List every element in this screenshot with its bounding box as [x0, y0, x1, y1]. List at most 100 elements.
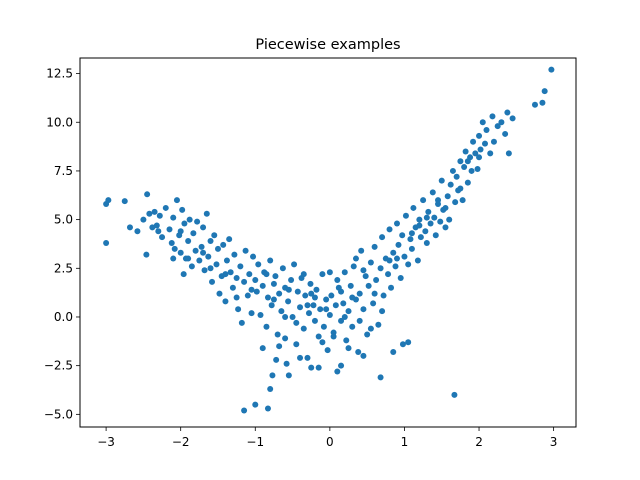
data-point: [457, 185, 464, 192]
data-point: [365, 282, 372, 289]
data-point: [451, 391, 458, 398]
data-point: [308, 364, 315, 371]
data-point: [151, 208, 158, 215]
data-point: [146, 210, 153, 217]
x-tick-label: 0: [326, 435, 334, 449]
data-point: [437, 218, 444, 225]
data-point: [373, 276, 380, 283]
data-point: [143, 251, 150, 258]
data-point: [452, 199, 459, 206]
data-point: [273, 356, 280, 363]
data-point: [181, 220, 188, 227]
data-point: [355, 349, 362, 356]
data-point: [367, 259, 374, 266]
data-point: [155, 228, 162, 235]
y-tick-label: 0.0: [54, 310, 73, 324]
data-point: [207, 265, 214, 272]
data-point: [209, 278, 216, 285]
data-point: [444, 193, 451, 200]
y-tick-label: 2.5: [54, 261, 73, 275]
data-point: [196, 257, 203, 264]
data-point: [494, 123, 501, 130]
x-tick-label: 3: [550, 435, 558, 449]
data-point: [468, 167, 475, 174]
data-point: [134, 228, 141, 235]
data-point: [308, 290, 315, 297]
data-point: [345, 308, 352, 315]
data-point: [459, 197, 466, 204]
data-point: [214, 245, 221, 252]
data-point: [386, 226, 393, 233]
data-point: [392, 263, 399, 270]
data-point: [190, 230, 197, 237]
data-point: [168, 239, 175, 246]
data-point: [449, 167, 456, 174]
data-point: [170, 255, 177, 262]
data-point: [408, 245, 415, 252]
data-point: [259, 282, 266, 289]
data-point: [446, 216, 453, 223]
data-point: [330, 333, 337, 340]
data-point: [255, 261, 262, 268]
data-point: [340, 300, 347, 307]
data-point: [257, 312, 264, 319]
data-point: [126, 224, 133, 231]
data-point: [360, 267, 367, 274]
data-point: [264, 405, 271, 412]
data-point: [377, 265, 384, 272]
data-point: [399, 232, 406, 239]
data-point: [457, 158, 464, 165]
data-point: [252, 276, 259, 283]
data-point: [227, 269, 234, 276]
data-point: [360, 306, 367, 313]
data-point: [539, 99, 546, 106]
data-point: [364, 331, 371, 338]
data-point: [343, 337, 350, 344]
data-point: [341, 269, 348, 276]
data-point: [461, 164, 468, 171]
data-point: [156, 212, 163, 219]
data-point: [180, 271, 187, 278]
data-point: [442, 224, 449, 231]
data-point: [285, 286, 292, 293]
data-point: [313, 286, 320, 293]
x-tick-label: −3: [97, 435, 115, 449]
data-point: [244, 292, 251, 299]
data-point: [420, 197, 427, 204]
data-point: [250, 253, 257, 260]
data-point: [509, 115, 516, 122]
data-point: [233, 294, 240, 301]
data-point: [427, 220, 434, 227]
data-point: [380, 292, 387, 299]
data-point: [350, 263, 357, 270]
data-point: [222, 271, 229, 278]
data-point: [338, 317, 345, 324]
data-point: [405, 261, 412, 268]
y-tick-label: 7.5: [54, 164, 73, 178]
data-point: [203, 210, 210, 217]
data-point: [410, 204, 417, 211]
data-point: [498, 119, 505, 126]
data-point: [293, 319, 300, 326]
data-point: [379, 234, 386, 241]
data-point: [504, 109, 511, 116]
x-tick-label: 1: [401, 435, 409, 449]
data-point: [386, 257, 393, 264]
data-point: [490, 138, 497, 145]
x-tick-label: −2: [172, 435, 190, 449]
data-point: [223, 257, 230, 264]
data-point: [279, 265, 286, 272]
data-point: [390, 349, 397, 356]
data-point: [179, 206, 186, 213]
data-point: [334, 368, 341, 375]
data-point: [185, 255, 192, 262]
data-point: [315, 364, 322, 371]
data-point: [338, 362, 345, 369]
data-point: [377, 374, 384, 381]
data-point: [177, 228, 184, 235]
data-point: [305, 310, 312, 317]
data-point: [211, 232, 218, 239]
data-point: [222, 298, 229, 305]
data-point: [541, 88, 548, 95]
